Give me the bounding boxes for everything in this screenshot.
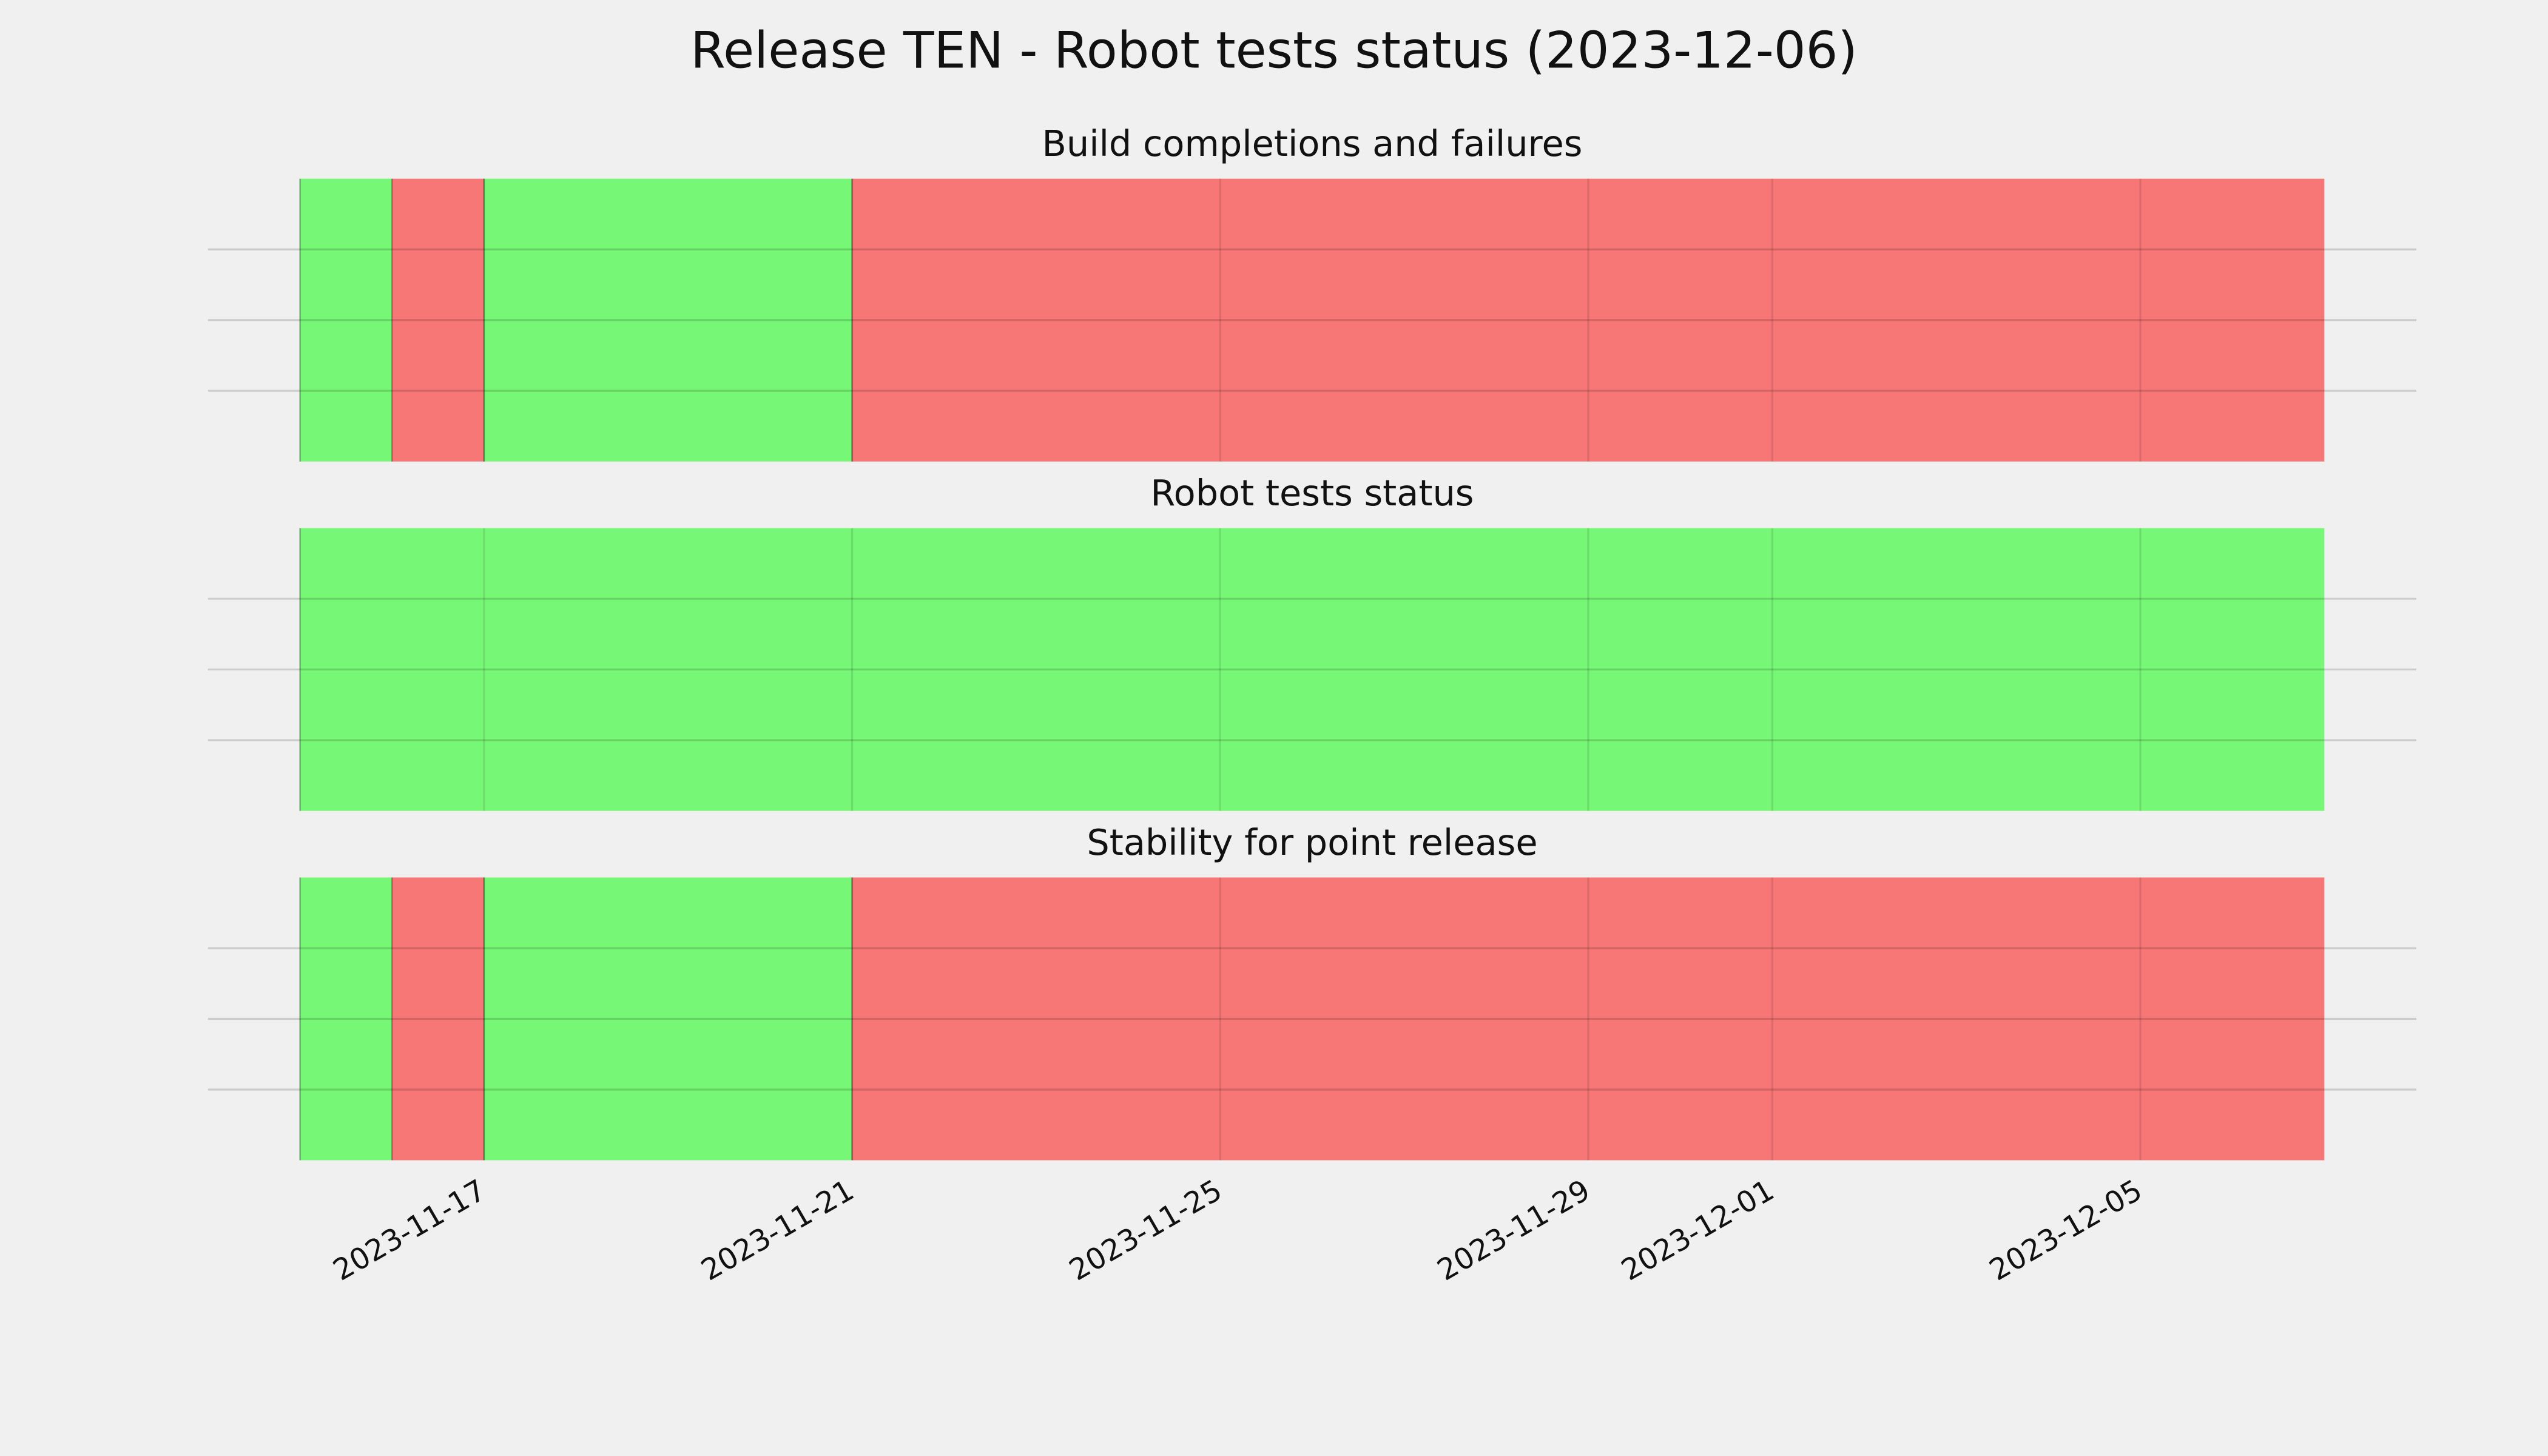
chart-title: Release TEN - Robot tests status (2023-1…: [690, 21, 1858, 79]
subplot-title: Robot tests status: [1150, 472, 1474, 514]
status-segment: [392, 178, 484, 462]
status-segment: [300, 178, 393, 462]
status-segment: [300, 877, 393, 1161]
status-segment: [300, 528, 2325, 811]
status-segment: [392, 877, 484, 1161]
status-segment: [852, 178, 2325, 462]
status-segment: [852, 877, 2325, 1161]
status-segment: [484, 877, 852, 1161]
subplot-title: Build completions and failures: [1042, 123, 1582, 164]
subplot-title: Stability for point release: [1087, 821, 1537, 863]
status-segment: [484, 178, 852, 462]
